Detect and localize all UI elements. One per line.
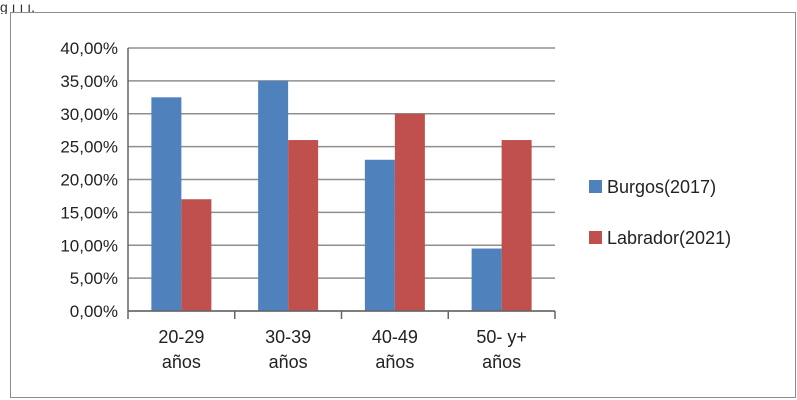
legend-label: Labrador(2021) bbox=[607, 228, 731, 248]
x-category-label: 20-29 años bbox=[158, 327, 204, 372]
legend: Burgos(2017) Labrador(2021) bbox=[589, 177, 731, 248]
y-tick-label: 20,00% bbox=[60, 171, 118, 190]
y-tick-label: 35,00% bbox=[60, 72, 118, 91]
x-category-label: 30-39 años bbox=[265, 327, 311, 372]
legend-swatch-burgos bbox=[589, 180, 602, 193]
x-category-label-line: años bbox=[269, 352, 308, 372]
y-tick-label: 5,00% bbox=[70, 269, 118, 288]
bar-burgos bbox=[364, 159, 395, 311]
x-category-label-line: 30-39 bbox=[265, 327, 311, 347]
bar-burgos bbox=[151, 97, 182, 311]
legend-swatch-labrador bbox=[589, 231, 602, 244]
plot-axes bbox=[127, 48, 556, 319]
y-tick-label: 0,00% bbox=[70, 302, 118, 321]
bar-labrador bbox=[181, 199, 212, 311]
legend-label: Burgos(2017) bbox=[607, 177, 716, 197]
y-tick-label: 15,00% bbox=[60, 203, 118, 222]
x-category-label-line: años bbox=[162, 352, 201, 372]
bar-labrador bbox=[288, 140, 319, 311]
x-category-label-line: años bbox=[482, 352, 521, 372]
plot-bars bbox=[151, 80, 532, 311]
plot-labels: 0,00% 5,00% 10,00% 15,00% 20,00% 25,00% 30,00%… bbox=[60, 39, 527, 372]
x-category-label: 50- y+ años bbox=[476, 327, 527, 372]
y-tick-label: 10,00% bbox=[60, 236, 118, 255]
x-category-label-line: 20-29 bbox=[158, 327, 204, 347]
x-category-label: 40-49 años bbox=[372, 327, 418, 372]
bar-labrador bbox=[501, 140, 532, 311]
bar-labrador bbox=[394, 113, 425, 311]
bar-burgos bbox=[471, 248, 502, 311]
top-page-fragment: g ı ı ı. bbox=[0, 0, 36, 14]
chart-frame: 0,00% 5,00% 10,00% 15,00% 20,00% 25,00% 30,00%… bbox=[10, 12, 796, 398]
x-category-label-line: años bbox=[375, 352, 414, 372]
bar-burgos bbox=[258, 80, 289, 311]
y-tick-label: 25,00% bbox=[60, 138, 118, 157]
y-tick-label: 40,00% bbox=[60, 39, 118, 58]
x-category-label-line: 50- y+ bbox=[476, 327, 527, 347]
bar-chart: 0,00% 5,00% 10,00% 15,00% 20,00% 25,00% 30,00%… bbox=[60, 39, 731, 372]
x-category-label-line: 40-49 bbox=[372, 327, 418, 347]
y-tick-label: 30,00% bbox=[60, 105, 118, 124]
